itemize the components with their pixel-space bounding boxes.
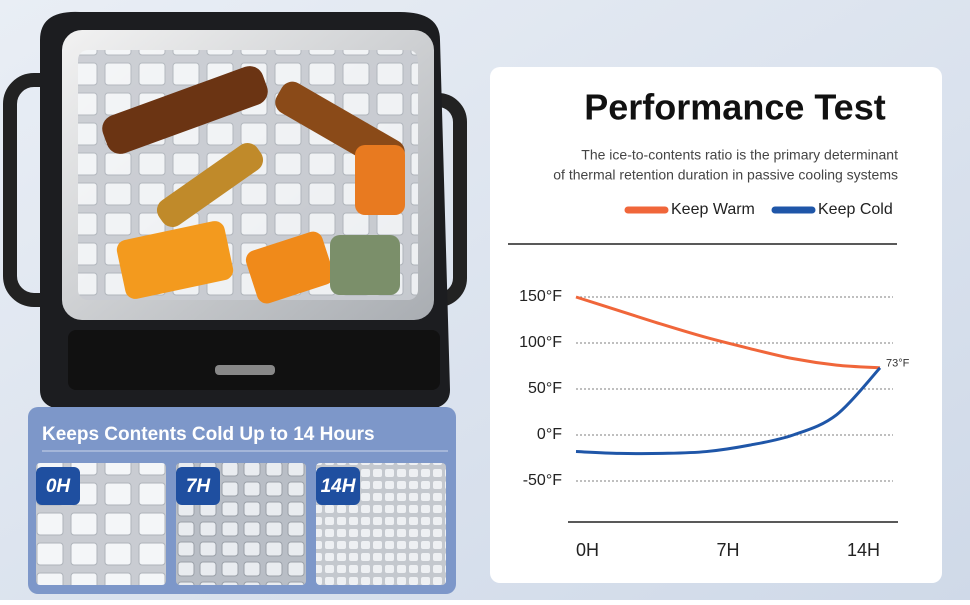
chart-subtitle: The ice-to-contents ratio is the primary…: [581, 147, 898, 163]
y-tick-label: 100°F: [519, 334, 562, 351]
y-tick-label: 50°F: [528, 380, 562, 397]
y-tick-label: -50°F: [523, 472, 563, 489]
series-line: [575, 295, 881, 370]
legend-label: Keep Cold: [818, 201, 893, 218]
panel-tab: [36, 467, 80, 505]
panel-label: 0H: [46, 476, 72, 497]
card: [490, 67, 942, 583]
banner: Keeps Contents Cold Up to 14 Hours 0H 7H 1…: [28, 407, 456, 594]
panel-tab: [176, 467, 220, 505]
chart-card: Performance Test The ice-to-contents rat…: [490, 67, 942, 583]
legend-label: Keep Warm: [671, 201, 755, 218]
chart-title: Performance Test: [584, 87, 885, 128]
cooler-photo: [3, 11, 467, 410]
banner-title: Keeps Contents Cold Up to 14 Hours: [42, 424, 375, 445]
y-tick-label: 0°F: [537, 426, 562, 443]
series-line: [575, 366, 882, 456]
x-tick-label: 0H: [576, 540, 599, 560]
panel-label: 14H: [321, 476, 357, 497]
chart-subtitle: of thermal retention duration in passive…: [553, 167, 898, 183]
ice-panels: 0H 7H 14H: [36, 463, 446, 585]
x-tick-label: 7H: [716, 540, 739, 560]
panel-tab: [316, 467, 360, 505]
annotation: 73°F: [886, 358, 910, 370]
plot: 150°F 100°F 50°F 0°F -50°F 0H 7H 14H Keep Warm Ke…: [519, 201, 910, 560]
x-tick-label: 14H: [847, 540, 880, 560]
panel-label: 7H: [186, 476, 212, 497]
y-tick-label: 150°F: [519, 288, 562, 305]
